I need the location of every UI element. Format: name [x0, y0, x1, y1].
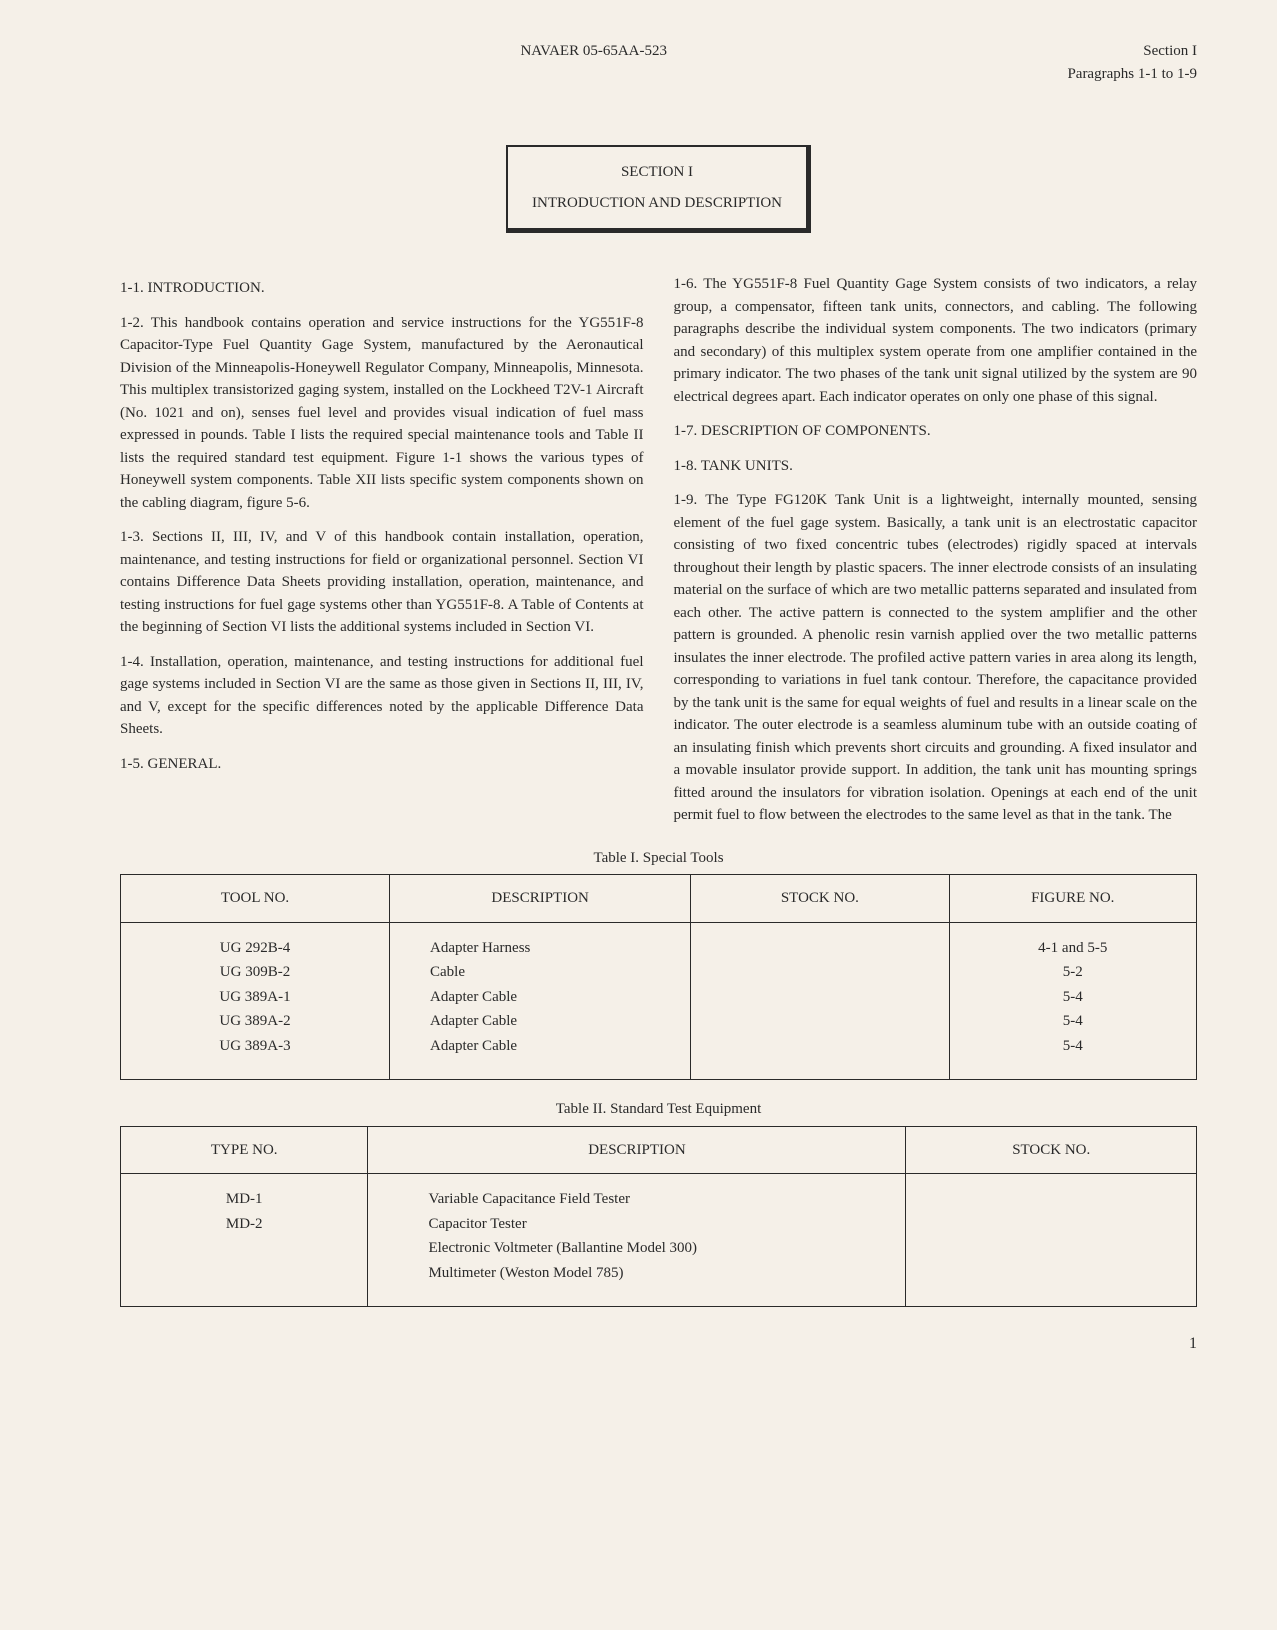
- test-equipment-table: TYPE NO. DESCRIPTION STOCK NO. MD-1 MD-2…: [120, 1126, 1197, 1308]
- table1-col-stock: [691, 922, 949, 1080]
- header-paragraphs: Paragraphs 1-1 to 1-9: [1067, 63, 1197, 86]
- table1-header-figure: FIGURE NO.: [949, 875, 1197, 923]
- table2-col-type: MD-1 MD-2: [121, 1174, 368, 1307]
- paragraph-1-3: 1-3. Sections II, III, IV, and V of this…: [120, 526, 644, 639]
- table2-title: Table II. Standard Test Equipment: [120, 1098, 1197, 1121]
- table1-title: Table I. Special Tools: [120, 847, 1197, 870]
- table-header-row: TYPE NO. DESCRIPTION STOCK NO.: [121, 1126, 1197, 1174]
- table1-header-stock: STOCK NO.: [691, 875, 949, 923]
- heading-1-1: 1-1. INTRODUCTION.: [120, 277, 644, 300]
- table2-header-type: TYPE NO.: [121, 1126, 368, 1174]
- table-header-row: TOOL NO. DESCRIPTION STOCK NO. FIGURE NO…: [121, 875, 1197, 923]
- paragraph-1-9: 1-9. The Type FG120K Tank Unit is a ligh…: [674, 489, 1198, 827]
- table2-col-stock: [906, 1174, 1197, 1307]
- heading-1-5: 1-5. GENERAL.: [120, 753, 644, 776]
- section-title-box: SECTION I INTRODUCTION AND DESCRIPTION: [506, 145, 811, 233]
- table1-col-figure: 4-1 and 5-5 5-2 5-4 5-4 5-4: [949, 922, 1197, 1080]
- header-section-info: Section I Paragraphs 1-1 to 1-9: [1067, 40, 1197, 85]
- paragraph-1-2: 1-2. This handbook contains operation an…: [120, 312, 644, 515]
- table2-header-stock: STOCK NO.: [906, 1126, 1197, 1174]
- table1-header-description: DESCRIPTION: [390, 875, 691, 923]
- document-header: NAVAER 05-65AA-523 Section I Paragraphs …: [120, 40, 1197, 85]
- table1-header-tool: TOOL NO.: [121, 875, 390, 923]
- paragraph-1-4: 1-4. Installation, operation, maintenanc…: [120, 651, 644, 741]
- header-section: Section I: [1067, 40, 1197, 63]
- section-number: SECTION I: [532, 161, 782, 184]
- header-doc-number: NAVAER 05-65AA-523: [120, 40, 1067, 85]
- table1-col-tool: UG 292B-4 UG 309B-2 UG 389A-1 UG 389A-2 …: [121, 922, 390, 1080]
- table1-col-description: Adapter Harness Cable Adapter Cable Adap…: [390, 922, 691, 1080]
- special-tools-table: TOOL NO. DESCRIPTION STOCK NO. FIGURE NO…: [120, 874, 1197, 1080]
- table2-header-description: DESCRIPTION: [368, 1126, 906, 1174]
- heading-1-7: 1-7. DESCRIPTION OF COMPONENTS.: [674, 420, 1198, 443]
- page-number: 1: [120, 1332, 1197, 1356]
- table2-col-description: Variable Capacitance Field Tester Capaci…: [368, 1174, 906, 1307]
- paragraph-1-6: 1-6. The YG551F-8 Fuel Quantity Gage Sys…: [674, 273, 1198, 408]
- body-text: 1-1. INTRODUCTION. 1-2. This handbook co…: [120, 273, 1197, 827]
- heading-1-8: 1-8. TANK UNITS.: [674, 455, 1198, 478]
- section-subtitle: INTRODUCTION AND DESCRIPTION: [532, 192, 782, 215]
- table-row: MD-1 MD-2 Variable Capacitance Field Tes…: [121, 1174, 1197, 1307]
- table-row: UG 292B-4 UG 309B-2 UG 389A-1 UG 389A-2 …: [121, 922, 1197, 1080]
